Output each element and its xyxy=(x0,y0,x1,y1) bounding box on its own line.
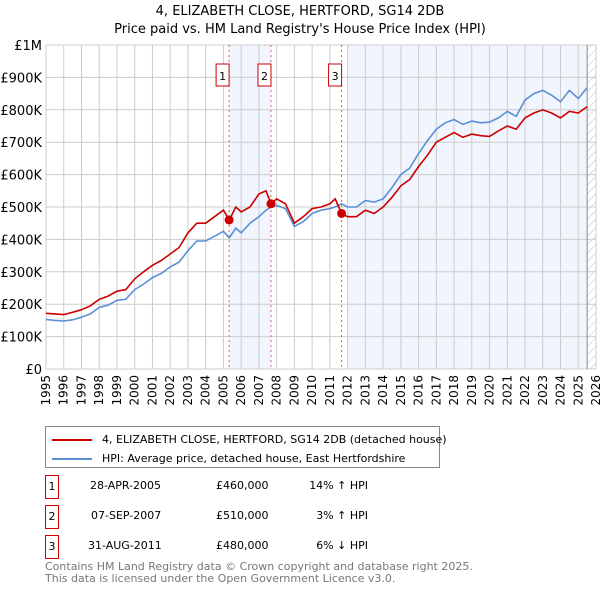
y-tick-label: £100K xyxy=(0,331,42,346)
chart-subtitle: Price paid vs. HM Land Registry's House … xyxy=(114,22,486,37)
sale-point xyxy=(337,208,347,218)
footer-line-1: Contains HM Land Registry data © Crown c… xyxy=(45,560,473,573)
sale-point xyxy=(224,215,234,225)
legend-label: 4, ELIZABETH CLOSE, HERTFORD, SG14 2DB (… xyxy=(102,433,447,446)
x-tick-label: 2008 xyxy=(270,375,284,406)
x-tick-label: 2017 xyxy=(429,375,443,406)
x-tick-label: 2020 xyxy=(483,375,497,406)
sale-hpi: 3% ↑ HPI xyxy=(316,509,368,522)
y-tick-label: £900K xyxy=(0,71,42,86)
sale-row: 3 31-AUG-2011 £480,000 6% ↓ HPI xyxy=(45,535,445,565)
sale-label-box xyxy=(215,63,230,87)
sale-hpi: 6% ↓ HPI xyxy=(316,539,368,552)
chart-title: 4, ELIZABETH CLOSE, HERTFORD, SG14 2DB xyxy=(156,4,445,19)
y-tick-label: £800K xyxy=(0,104,42,119)
sale-label: 3 xyxy=(332,70,339,83)
sale-label: 1 xyxy=(219,70,226,83)
x-tick-label: 2022 xyxy=(518,375,532,406)
x-tick-label: 1996 xyxy=(57,375,71,406)
x-tick-label: 2010 xyxy=(305,375,319,406)
y-tick-label: £0 xyxy=(25,363,42,378)
x-tick-label: 2009 xyxy=(287,375,301,406)
x-tick-label: 2001 xyxy=(145,375,159,406)
x-tick-label: 2014 xyxy=(376,375,390,406)
legend-swatch-blue xyxy=(52,457,92,460)
sale-price: £460,000 xyxy=(216,479,269,492)
sale-date: 07-SEP-2007 xyxy=(91,509,162,522)
x-tick-label: 2023 xyxy=(536,375,550,406)
sale-label-box xyxy=(257,63,272,87)
sale-price: £510,000 xyxy=(216,509,269,522)
y-tick-label: £200K xyxy=(0,298,42,313)
sale-date: 31-AUG-2011 xyxy=(88,539,162,552)
x-tick-label: 2006 xyxy=(234,375,248,406)
x-tick-label: 1995 xyxy=(39,375,53,406)
series-line xyxy=(45,105,588,316)
legend-item-property: 4, ELIZABETH CLOSE, HERTFORD, SG14 2DB (… xyxy=(52,433,447,446)
x-tick-label: 2003 xyxy=(181,375,195,406)
sale-price: £480,000 xyxy=(216,539,269,552)
sale-marker: 2 xyxy=(45,505,59,529)
x-tick-label: 2002 xyxy=(163,375,177,406)
sale-date: 28-APR-2005 xyxy=(90,479,162,492)
sale-marker: 3 xyxy=(45,535,59,559)
sale-label: 2 xyxy=(261,70,268,83)
x-tick-label: 2000 xyxy=(128,375,142,406)
sale-row: 1 28-APR-2005 £460,000 14% ↑ HPI xyxy=(45,475,445,505)
y-tick-label: £400K xyxy=(0,233,42,248)
x-tick-label: 2013 xyxy=(358,375,372,406)
x-tick-label: 2019 xyxy=(465,375,479,406)
x-tick-label: 1997 xyxy=(74,375,88,406)
x-tick-label: 2018 xyxy=(447,375,461,406)
x-tick-label: 2021 xyxy=(500,375,514,406)
x-tick-label: 2011 xyxy=(323,375,337,406)
y-tick-label: £500K xyxy=(0,201,42,216)
sale-marker: 1 xyxy=(45,475,59,499)
legend-item-hpi: HPI: Average price, detached house, East… xyxy=(52,452,405,465)
price-chart: 4, ELIZABETH CLOSE, HERTFORD, SG14 2DB P… xyxy=(0,4,600,406)
sale-label-box xyxy=(328,63,343,87)
y-tick-label: £700K xyxy=(0,136,42,151)
y-tick-label: £600K xyxy=(0,169,42,184)
x-tick-label: 2024 xyxy=(554,375,568,406)
x-tick-label: 1998 xyxy=(92,375,106,406)
sales-table: 1 28-APR-2005 £460,000 14% ↑ HPI 2 07-SE… xyxy=(45,475,445,565)
x-tick-label: 2016 xyxy=(412,375,426,406)
sale-point xyxy=(266,199,276,209)
y-tick-label: £1M xyxy=(14,39,42,54)
footer-line-2: This data is licensed under the Open Gov… xyxy=(45,572,396,585)
x-tick-label: 2005 xyxy=(216,375,230,406)
x-tick-label: 2015 xyxy=(394,375,408,406)
legend-label: HPI: Average price, detached house, East… xyxy=(102,452,406,465)
sale-row: 2 07-SEP-2007 £510,000 3% ↑ HPI xyxy=(45,505,445,535)
x-tick-label: 2004 xyxy=(199,375,213,406)
footer: Contains HM Land Registry data © Crown c… xyxy=(45,561,565,585)
x-tick-label: 2007 xyxy=(252,375,266,406)
sale-hpi: 14% ↑ HPI xyxy=(309,479,368,492)
legend: 4, ELIZABETH CLOSE, HERTFORD, SG14 2DB (… xyxy=(45,426,447,468)
x-tick-label: 2025 xyxy=(571,375,585,406)
x-tick-label: 1999 xyxy=(110,375,124,406)
x-tick-label: 2012 xyxy=(341,375,355,406)
legend-swatch-red xyxy=(52,438,92,441)
x-tick-label: 2026 xyxy=(589,375,600,406)
y-tick-label: £300K xyxy=(0,266,42,281)
series-line xyxy=(45,87,588,322)
